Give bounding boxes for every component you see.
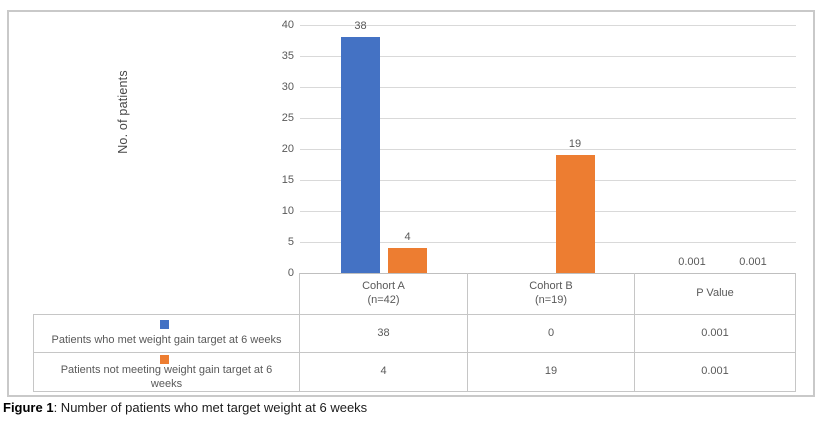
y-axis-tick-label: 20 <box>281 143 294 155</box>
gridline <box>300 242 796 243</box>
column-header-line2: (n=19) <box>534 293 568 306</box>
figure-caption: Figure 1: Number of patients who met tar… <box>3 400 367 415</box>
y-axis-tick-label: 15 <box>281 174 294 186</box>
figure-border <box>7 10 815 397</box>
column-header-line2: (n=42) <box>367 293 400 306</box>
table-cell: 4 <box>300 353 468 392</box>
column-header-cohort-b: Cohort B (n=19) <box>468 273 635 315</box>
bar-orange-category-1 <box>555 155 595 273</box>
gridline <box>300 211 796 212</box>
figure-caption-text: : Number of patients who met target weig… <box>53 400 368 415</box>
table-corner-blank-cell <box>33 273 300 315</box>
data-label: 38 <box>354 20 367 33</box>
y-axis-title: No. of patients <box>116 70 130 154</box>
y-axis-tick-label: 40 <box>281 19 294 31</box>
y-axis-tick-label: 30 <box>281 81 294 93</box>
legend-key-orange-icon <box>159 355 169 364</box>
table-cell: 0.001 <box>635 353 796 392</box>
table-cell: 19 <box>468 353 635 392</box>
bar-blue-category-0 <box>341 37 380 273</box>
y-axis-tick-label: 35 <box>281 50 294 62</box>
bar-chart-plot-area <box>300 25 796 274</box>
gridline <box>300 118 796 119</box>
column-header-p-value: P Value <box>635 273 796 315</box>
column-header-line1: Cohort B <box>529 279 573 292</box>
gridline <box>300 56 796 57</box>
gridline <box>300 180 796 181</box>
table-cell: 38 <box>300 315 468 353</box>
y-axis-tick-label: 10 <box>281 205 294 217</box>
gridline <box>300 25 796 26</box>
gridline <box>300 149 796 150</box>
column-header-cohort-a: Cohort A (n=42) <box>300 273 468 315</box>
legend-row-not-meeting-target: Patients not meeting weight gain target … <box>33 353 300 392</box>
figure-caption-number: Figure 1 <box>3 400 54 415</box>
chart-data-table: Cohort A (n=42) Cohort B (n=19) P Value … <box>33 273 796 392</box>
data-label: 0.001 <box>739 255 767 268</box>
bar-orange-category-0 <box>388 248 427 273</box>
legend-label: Patients not meeting weight gain target … <box>60 364 273 390</box>
data-label: 19 <box>568 138 582 151</box>
column-header-line1: Cohort A <box>362 279 405 292</box>
legend-key-blue-icon <box>159 319 169 329</box>
y-axis-tick-label: 0 <box>287 267 294 279</box>
data-label: 4 <box>404 231 411 244</box>
y-axis-tick-label: 5 <box>287 236 294 248</box>
data-label: 0.001 <box>678 255 706 268</box>
y-axis-tick-label: 25 <box>281 112 294 124</box>
table-cell: 0 <box>468 315 635 353</box>
gridline <box>300 87 796 88</box>
table-cell: 0.001 <box>635 315 796 353</box>
legend-row-met-target: Patients who met weight gain target at 6… <box>33 315 300 353</box>
legend-label: Patients who met weight gain target at 6… <box>51 333 282 346</box>
column-header-line1: P Value <box>696 286 734 299</box>
